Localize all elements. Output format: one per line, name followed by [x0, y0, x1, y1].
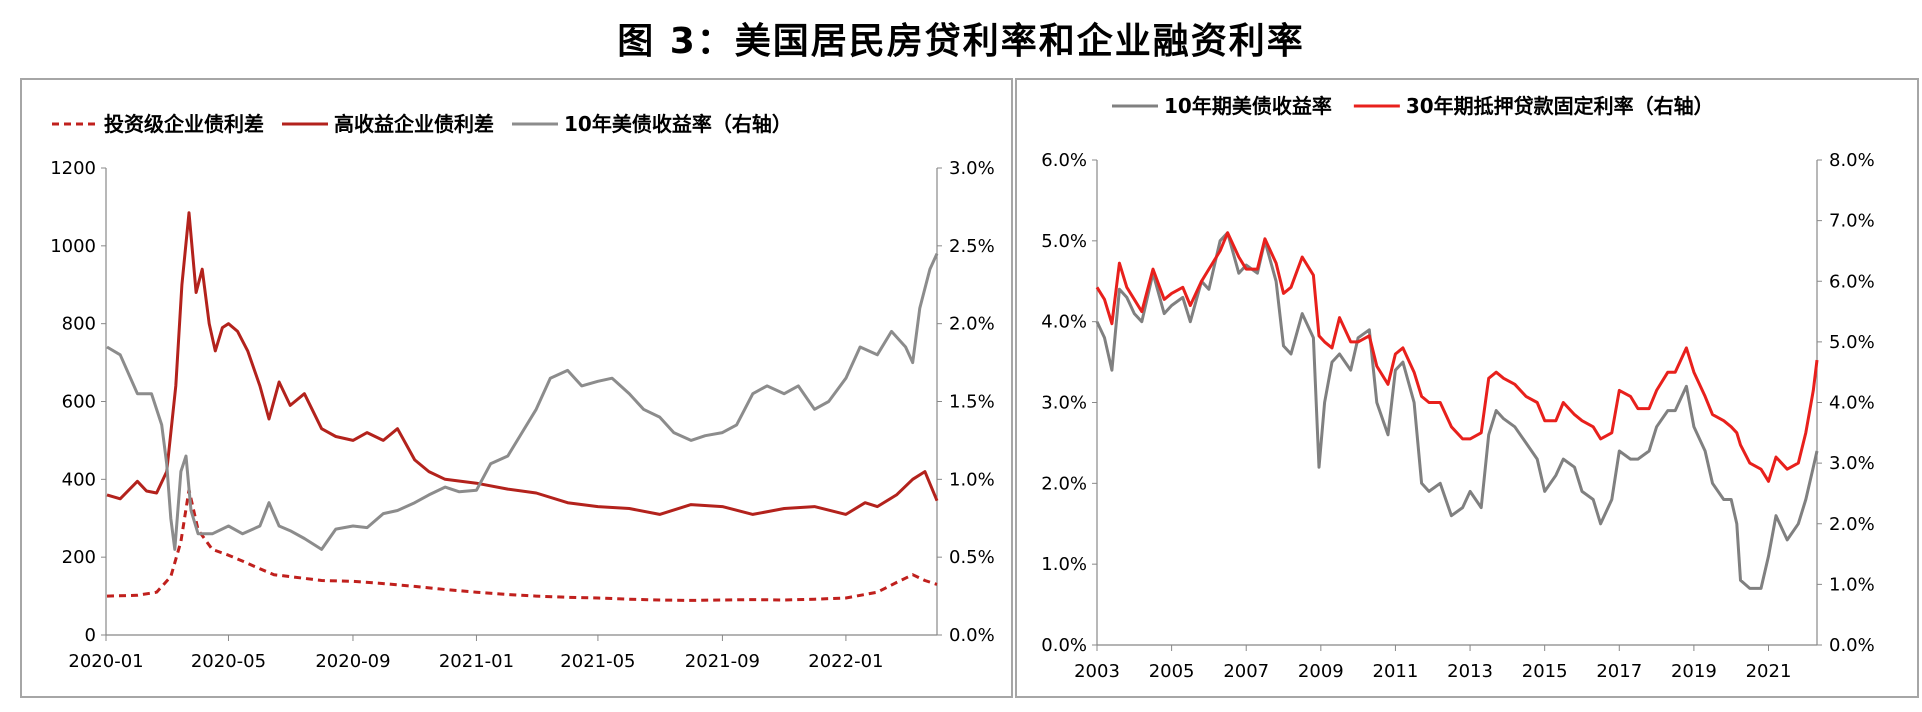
right-y-tick-label: 3.0% — [949, 158, 995, 179]
left-y-tick-label: 0.0% — [1041, 635, 1087, 656]
figure-title: 图 3：美国居民房贷利率和企业融资利率 — [617, 21, 1305, 62]
right-y-tick-label: 2.0% — [1829, 514, 1875, 535]
right-y-tick-label: 2.0% — [949, 314, 995, 335]
left-chart-panel: 0 200 400 600 800 1000 1200 0.0% 0.5% 1.0% 1.5% 2.0… — [20, 78, 1013, 698]
legend-label-1: 30年期抵押贷款固定利率（右轴） — [1406, 94, 1714, 118]
left-y-tick-label: 600 — [62, 392, 96, 413]
left-y-tick-label: 2.0% — [1041, 473, 1087, 494]
series-line-1 — [1095, 231, 1819, 483]
x-tick-label: 2022-01 — [808, 651, 883, 672]
x-tick-label: 2003 — [1074, 661, 1120, 682]
right-y-tick-label: 2.5% — [949, 236, 995, 257]
right-chart: 0.0% 1.0% 2.0% 3.0% 4.0% 5.0% 6.0% 0.0% 1.0% 2.0%… — [1041, 94, 1875, 682]
legend-label-0: 10年期美债收益率 — [1164, 94, 1332, 118]
series-line-1 — [106, 211, 939, 516]
left-y-tick-label: 4.0% — [1041, 312, 1087, 333]
right-chart-panel: 0.0% 1.0% 2.0% 3.0% 4.0% 5.0% 6.0% 0.0% 1.0% 2.0%… — [1015, 78, 1919, 698]
x-tick-label: 2019 — [1671, 661, 1717, 682]
right-y-tick-label: 1.0% — [1829, 574, 1875, 595]
x-tick-label: 2005 — [1149, 661, 1195, 682]
right-y-tick-label: 6.0% — [1829, 271, 1875, 292]
left-y-tick-label: 800 — [62, 314, 96, 335]
left-y-tick-label: 5.0% — [1041, 231, 1087, 252]
left-y-tick-label: 6.0% — [1041, 150, 1087, 171]
legend-label-2: 10年美债收益率（右轴） — [564, 112, 792, 136]
x-tick-label: 2021-01 — [439, 651, 514, 672]
left-y-tick-label: 1.0% — [1041, 554, 1087, 575]
left-chart: 0 200 400 600 800 1000 1200 0.0% 0.5% 1.0% 1.5% 2.0… — [50, 112, 995, 672]
x-tick-label: 2021 — [1746, 661, 1792, 682]
series-line-0 — [1095, 231, 1819, 590]
x-tick-label: 2011 — [1373, 661, 1419, 682]
left-y-tick-label: 200 — [62, 547, 96, 568]
x-tick-label: 2021-09 — [685, 651, 760, 672]
x-tick-label: 2007 — [1223, 661, 1269, 682]
legend-label-1: 高收益企业债利差 — [334, 112, 494, 136]
right-y-tick-label: 7.0% — [1829, 211, 1875, 232]
x-tick-label: 2020-01 — [68, 651, 143, 672]
right-y-tick-label: 5.0% — [1829, 332, 1875, 353]
right-y-tick-label: 4.0% — [1829, 393, 1875, 414]
x-tick-label: 2013 — [1447, 661, 1493, 682]
right-y-tick-label: 0.0% — [949, 625, 995, 646]
x-tick-label: 2020-05 — [191, 651, 266, 672]
series-line-0 — [106, 488, 938, 602]
left-y-tick-label: 3.0% — [1041, 393, 1087, 414]
right-y-tick-label: 0.0% — [1829, 635, 1875, 656]
x-tick-label: 2021-05 — [560, 651, 635, 672]
right-y-tick-label: 1.5% — [949, 392, 995, 413]
right-y-tick-label: 1.0% — [949, 469, 995, 490]
x-tick-label: 2009 — [1298, 661, 1344, 682]
right-y-tick-label: 0.5% — [949, 547, 995, 568]
x-tick-label: 2017 — [1596, 661, 1642, 682]
right-y-tick-label: 3.0% — [1829, 453, 1875, 474]
right-y-tick-label: 8.0% — [1829, 150, 1875, 171]
left-y-tick-label: 400 — [62, 469, 96, 490]
legend-label-0: 投资级企业债利差 — [104, 112, 264, 136]
left-y-tick-label: 0 — [85, 625, 96, 646]
x-tick-label: 2015 — [1522, 661, 1568, 682]
left-y-tick-label: 1000 — [50, 236, 96, 257]
x-tick-label: 2020-09 — [315, 651, 390, 672]
series-line-2 — [106, 252, 939, 551]
left-y-tick-label: 1200 — [50, 158, 96, 179]
